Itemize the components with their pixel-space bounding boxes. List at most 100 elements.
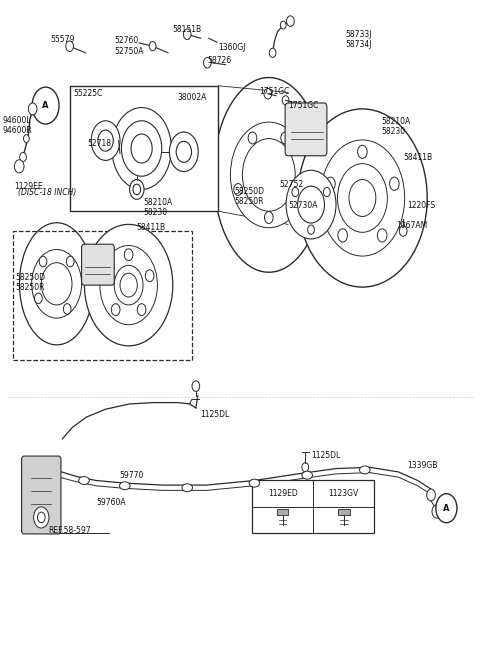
Circle shape bbox=[145, 270, 154, 282]
FancyBboxPatch shape bbox=[22, 456, 61, 534]
Circle shape bbox=[84, 224, 173, 346]
Circle shape bbox=[242, 139, 295, 211]
Circle shape bbox=[98, 130, 113, 151]
Ellipse shape bbox=[182, 484, 192, 492]
Bar bbox=[252, 480, 374, 533]
Text: 1339GB: 1339GB bbox=[407, 461, 437, 470]
Text: 58210A
58230: 58210A 58230 bbox=[143, 197, 172, 217]
Text: REF.58-597: REF.58-597 bbox=[48, 526, 91, 535]
Circle shape bbox=[427, 489, 435, 501]
Circle shape bbox=[287, 16, 294, 26]
Bar bbox=[338, 509, 349, 515]
Circle shape bbox=[114, 265, 143, 305]
Ellipse shape bbox=[302, 471, 312, 479]
Bar bbox=[70, 86, 218, 211]
Text: 58726: 58726 bbox=[207, 56, 231, 65]
Ellipse shape bbox=[79, 477, 89, 484]
Circle shape bbox=[137, 304, 146, 315]
Circle shape bbox=[37, 512, 45, 523]
Circle shape bbox=[358, 145, 367, 158]
Circle shape bbox=[349, 180, 376, 216]
FancyBboxPatch shape bbox=[82, 244, 114, 285]
Circle shape bbox=[28, 103, 37, 115]
Ellipse shape bbox=[120, 482, 130, 490]
Text: 52730A: 52730A bbox=[288, 201, 317, 211]
Circle shape bbox=[289, 197, 298, 209]
Text: 38002A: 38002A bbox=[178, 93, 207, 102]
Text: 52752: 52752 bbox=[279, 180, 303, 189]
FancyBboxPatch shape bbox=[285, 103, 327, 156]
Circle shape bbox=[280, 21, 286, 29]
Bar bbox=[277, 509, 288, 515]
Circle shape bbox=[32, 249, 82, 318]
Circle shape bbox=[298, 186, 324, 223]
Circle shape bbox=[14, 160, 24, 173]
Text: 59760A: 59760A bbox=[96, 498, 126, 508]
Text: 52718: 52718 bbox=[87, 139, 111, 148]
Text: 94600L
94600R: 94600L 94600R bbox=[3, 115, 33, 135]
Circle shape bbox=[234, 183, 242, 195]
Circle shape bbox=[133, 184, 141, 195]
Circle shape bbox=[91, 121, 120, 160]
Circle shape bbox=[111, 304, 120, 315]
Circle shape bbox=[169, 132, 198, 172]
Circle shape bbox=[302, 463, 309, 472]
Circle shape bbox=[399, 226, 407, 236]
Circle shape bbox=[124, 249, 133, 261]
Circle shape bbox=[130, 180, 144, 199]
Circle shape bbox=[100, 246, 157, 325]
Circle shape bbox=[204, 57, 211, 68]
Circle shape bbox=[337, 164, 387, 232]
Text: 58210A
58230: 58210A 58230 bbox=[382, 117, 411, 137]
Text: 1123GV: 1123GV bbox=[329, 489, 359, 498]
Circle shape bbox=[112, 108, 171, 189]
Circle shape bbox=[264, 212, 273, 224]
Circle shape bbox=[248, 132, 257, 144]
Circle shape bbox=[35, 293, 42, 304]
Circle shape bbox=[324, 187, 330, 197]
Text: 1067AM: 1067AM bbox=[396, 221, 427, 230]
Circle shape bbox=[292, 187, 299, 197]
Text: 58733J
58734J: 58733J 58734J bbox=[346, 30, 372, 50]
Circle shape bbox=[192, 381, 200, 391]
Circle shape bbox=[121, 121, 162, 176]
Circle shape bbox=[39, 256, 47, 267]
Circle shape bbox=[325, 177, 335, 190]
Circle shape bbox=[432, 505, 442, 518]
Circle shape bbox=[149, 42, 156, 51]
Circle shape bbox=[103, 270, 112, 282]
Text: 58250D
58250R: 58250D 58250R bbox=[15, 273, 45, 292]
Circle shape bbox=[298, 109, 427, 287]
Circle shape bbox=[32, 87, 59, 124]
Circle shape bbox=[377, 229, 387, 242]
Ellipse shape bbox=[360, 466, 370, 474]
Text: 58250D
58250R: 58250D 58250R bbox=[234, 187, 264, 207]
Circle shape bbox=[264, 88, 272, 99]
Circle shape bbox=[282, 96, 289, 105]
Text: 58411B: 58411B bbox=[403, 152, 432, 162]
Circle shape bbox=[41, 263, 72, 305]
Text: 1751GC: 1751GC bbox=[288, 101, 318, 110]
Circle shape bbox=[390, 177, 399, 190]
Circle shape bbox=[131, 134, 152, 163]
Text: 1129EE: 1129EE bbox=[14, 182, 43, 191]
Circle shape bbox=[308, 225, 314, 234]
Text: (DISC-18 INCH): (DISC-18 INCH) bbox=[18, 188, 77, 197]
Text: 58411B: 58411B bbox=[137, 223, 166, 232]
Circle shape bbox=[34, 507, 49, 528]
Text: 55579: 55579 bbox=[50, 35, 75, 44]
Circle shape bbox=[20, 152, 26, 162]
Circle shape bbox=[320, 140, 405, 256]
Text: 58151B: 58151B bbox=[173, 25, 202, 34]
Text: 1129ED: 1129ED bbox=[268, 489, 298, 498]
Ellipse shape bbox=[249, 479, 260, 487]
Circle shape bbox=[286, 170, 336, 239]
Text: 1125DL: 1125DL bbox=[311, 451, 340, 460]
Circle shape bbox=[66, 41, 73, 51]
Circle shape bbox=[120, 273, 137, 297]
Text: A: A bbox=[42, 101, 49, 110]
Circle shape bbox=[183, 29, 191, 40]
Circle shape bbox=[24, 135, 29, 143]
Circle shape bbox=[338, 229, 348, 242]
Circle shape bbox=[66, 256, 74, 267]
